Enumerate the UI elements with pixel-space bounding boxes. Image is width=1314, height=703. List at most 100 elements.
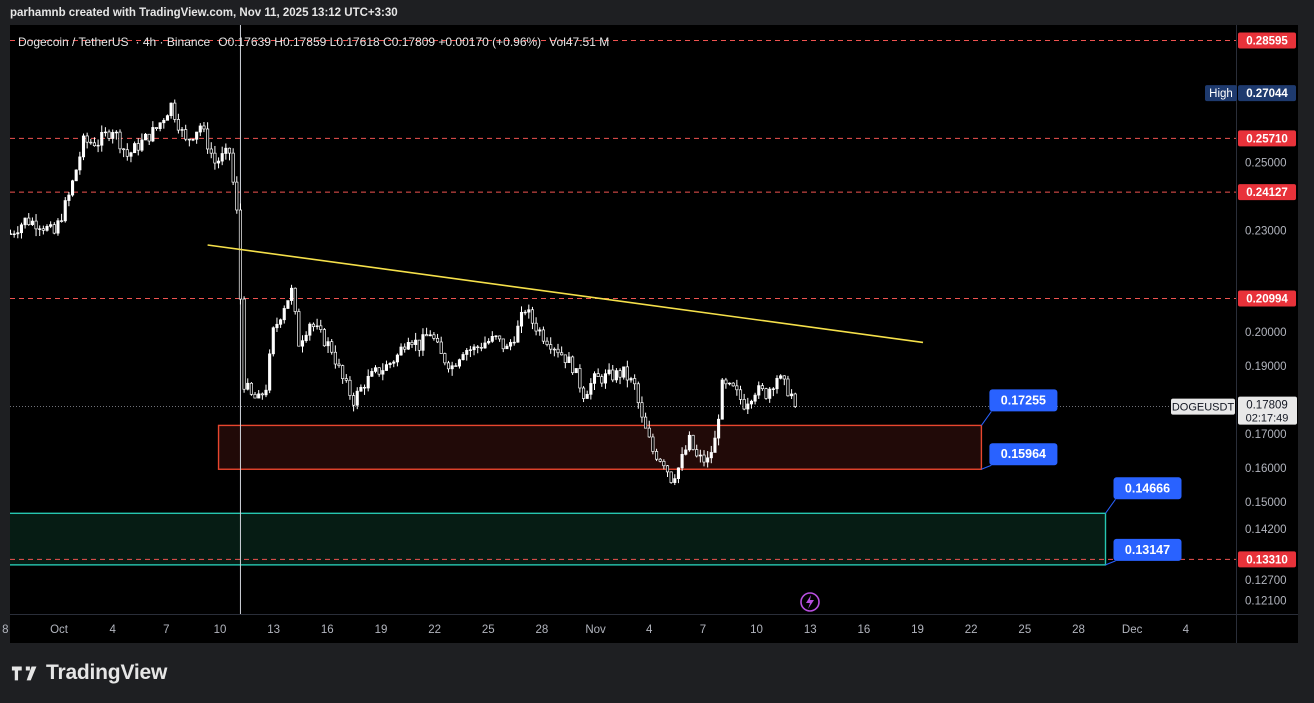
candle <box>184 129 188 140</box>
lightning-bolt-icon <box>806 595 814 609</box>
supply-zone-red <box>217 424 983 470</box>
x-tick-label: Nov <box>585 624 606 636</box>
candle <box>468 349 472 351</box>
candle <box>12 233 16 236</box>
candle <box>432 334 436 339</box>
high-tag <box>1205 85 1237 102</box>
bar-countdown-label: 02:17:49 <box>1246 413 1289 425</box>
candle <box>297 311 301 347</box>
candle <box>257 393 261 399</box>
candle <box>107 131 111 139</box>
candle <box>709 452 713 459</box>
x-tick-label: Oct <box>50 624 69 636</box>
candle <box>319 325 323 330</box>
brand-name: TradingView <box>46 661 168 684</box>
candle <box>738 389 743 400</box>
candle <box>673 478 677 483</box>
candle <box>74 169 78 182</box>
candle <box>658 458 662 462</box>
y-tick-label: 0.12700 <box>1245 575 1287 587</box>
candle <box>519 311 524 327</box>
candle <box>600 376 604 384</box>
y-tick-label: 0.15000 <box>1245 497 1287 509</box>
candle <box>691 434 695 450</box>
candle <box>680 453 684 469</box>
demand-zone-green <box>10 512 1107 566</box>
candle <box>472 346 476 351</box>
zone-price-tag <box>989 443 1058 466</box>
zone-label-leader <box>980 411 992 426</box>
candle <box>454 365 458 367</box>
candle <box>154 127 159 129</box>
candle <box>246 382 250 390</box>
current-price-tag <box>1238 396 1297 425</box>
lightning-event-icon[interactable] <box>800 592 820 612</box>
level-price-tag <box>1238 32 1296 49</box>
candle <box>625 366 629 381</box>
candle <box>38 228 42 230</box>
candle <box>355 390 359 406</box>
candle <box>202 125 206 130</box>
candle <box>293 287 297 312</box>
candle <box>571 356 575 374</box>
candle <box>644 416 648 429</box>
candle <box>238 209 243 300</box>
level-price-tag <box>1238 130 1296 147</box>
candle <box>337 363 341 366</box>
candle <box>425 334 429 337</box>
candle <box>779 375 783 379</box>
level-price-label: 0.13310 <box>1246 554 1288 566</box>
candle <box>461 354 465 361</box>
y-tick-label: 0.20000 <box>1245 327 1287 339</box>
descending-trendline[interactable] <box>207 244 924 344</box>
zone-label-leader <box>1105 560 1116 566</box>
legend-symbol: Dogecoin / TetherUS <box>18 35 129 49</box>
candle <box>70 180 75 196</box>
candle <box>176 119 180 131</box>
candle <box>209 148 213 154</box>
candle <box>479 347 483 349</box>
x-tick-label: 13 <box>804 624 817 636</box>
candle <box>695 449 699 457</box>
x-tick-label: 7 <box>163 624 169 636</box>
x-tick-label: 4 <box>109 624 116 636</box>
x-tick-label: Dec <box>1122 624 1143 636</box>
candle <box>527 309 531 313</box>
candle <box>501 338 505 350</box>
candle <box>352 395 356 406</box>
candle <box>165 115 170 121</box>
candle <box>545 340 549 345</box>
candle <box>45 226 49 231</box>
candle <box>279 319 283 325</box>
candle <box>92 142 97 147</box>
candle <box>651 436 655 452</box>
candle <box>406 342 410 350</box>
candle <box>633 378 637 385</box>
level-price-tag <box>1238 184 1296 201</box>
candle <box>63 200 67 222</box>
candle <box>56 220 60 234</box>
candle <box>162 119 166 124</box>
candle <box>198 125 202 133</box>
candle <box>585 393 589 399</box>
candle <box>567 356 571 364</box>
zone-price-label: 0.17255 <box>1001 393 1046 407</box>
candle <box>457 359 462 367</box>
candle <box>224 147 228 154</box>
candle <box>476 346 480 349</box>
candle <box>640 402 644 418</box>
candle <box>282 308 286 321</box>
candle <box>727 382 732 385</box>
x-tick-label: 25 <box>482 624 495 636</box>
candle <box>753 394 757 402</box>
candle <box>421 334 425 351</box>
candle <box>268 353 272 391</box>
x-tick-label: 22 <box>428 624 441 636</box>
candle <box>665 465 670 473</box>
x-tick-label: 22 <box>965 624 978 636</box>
candle <box>764 388 768 399</box>
zone-label-leader <box>981 464 992 470</box>
candle <box>629 378 633 381</box>
legend-interval-exchange: · 4h · Binance <box>136 35 211 49</box>
